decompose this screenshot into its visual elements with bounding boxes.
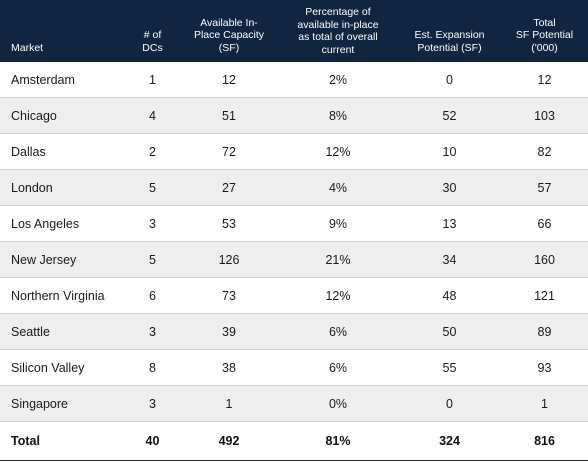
table-body: Amsterdam 1 12 2% 0 12 Chicago 4 51 8% 52 103 Dallas… (0, 62, 588, 422)
total-potential-cell: 93 (501, 349, 588, 386)
dcs-cell: 1 (125, 62, 180, 98)
available-capacity-cell: 72 (180, 133, 278, 170)
available-capacity-cell: 53 (180, 205, 278, 242)
dcs-cell: 4 (125, 97, 180, 134)
percentage-cell: 6% (278, 313, 398, 350)
percentage-cell: 2% (278, 62, 398, 98)
table-row: London 5 27 4% 30 57 (0, 169, 588, 206)
available-capacity-cell: 38 (180, 349, 278, 386)
market-cell: Northern Virginia (0, 277, 125, 314)
dcs-cell: 2 (125, 133, 180, 170)
total-row: Total 40 492 81% 324 816 (0, 421, 588, 461)
total-potential-cell: 160 (501, 241, 588, 278)
expansion-potential-cell: 52 (398, 97, 501, 134)
column-header-percentage: Percentage of available in-place as tota… (297, 6, 379, 56)
percentage-cell: 4% (278, 169, 398, 206)
market-cell: Los Angeles (0, 205, 125, 242)
available-capacity-cell: 126 (180, 241, 278, 278)
market-cell: Silicon Valley (0, 349, 125, 386)
table-row: New Jersey 5 126 21% 34 160 (0, 241, 588, 278)
total-potential-cell: 82 (501, 133, 588, 170)
expansion-potential-cell: 48 (398, 277, 501, 314)
table-row: Los Angeles 3 53 9% 13 66 (0, 205, 588, 242)
column-header-dcs: # of DCs (142, 29, 163, 54)
dcs-cell: 3 (125, 385, 180, 422)
market-cell: Seattle (0, 313, 125, 350)
expansion-potential-cell: 34 (398, 241, 501, 278)
percentage-cell: 8% (278, 97, 398, 134)
header-row: Market # of DCs Available In- Place Capa… (0, 0, 588, 62)
total-percentage: 81% (278, 421, 398, 461)
percentage-cell: 12% (278, 277, 398, 314)
expansion-potential-cell: 0 (398, 385, 501, 422)
column-header-total-potential: Total SF Potential ('000) (515, 16, 574, 54)
total-potential-cell: 12 (501, 62, 588, 98)
total-label: Total (0, 421, 125, 461)
table-row: Seattle 3 39 6% 50 89 (0, 313, 588, 350)
expansion-potential-cell: 30 (398, 169, 501, 206)
percentage-cell: 12% (278, 133, 398, 170)
market-cell: New Jersey (0, 241, 125, 278)
table-row: Silicon Valley 8 38 6% 55 93 (0, 349, 588, 386)
market-cell: Dallas (0, 133, 125, 170)
total-potential-cell: 103 (501, 97, 588, 134)
total-available-capacity: 492 (180, 421, 278, 461)
table-row: Amsterdam 1 12 2% 0 12 (0, 62, 588, 98)
percentage-cell: 6% (278, 349, 398, 386)
percentage-cell: 0% (278, 385, 398, 422)
dcs-cell: 6 (125, 277, 180, 314)
column-header-available-capacity: Available In- Place Capacity (SF) (193, 16, 265, 54)
total-potential-cell: 1 (501, 385, 588, 422)
dcs-cell: 8 (125, 349, 180, 386)
market-cell: Chicago (0, 97, 125, 134)
total-potential-cell: 66 (501, 205, 588, 242)
available-capacity-cell: 39 (180, 313, 278, 350)
table-row: Singapore 3 1 0% 0 1 (0, 385, 588, 422)
expansion-potential-cell: 50 (398, 313, 501, 350)
total-potential-cell: 57 (501, 169, 588, 206)
dcs-cell: 3 (125, 205, 180, 242)
total-sf-potential: 816 (501, 421, 588, 461)
percentage-cell: 9% (278, 205, 398, 242)
table-row: Dallas 2 72 12% 10 82 (0, 133, 588, 170)
total-potential-cell: 89 (501, 313, 588, 350)
table-row: Northern Virginia 6 73 12% 48 121 (0, 277, 588, 314)
percentage-cell: 21% (278, 241, 398, 278)
market-cell: Singapore (0, 385, 125, 422)
column-header-expansion-potential: Est. Expansion Potential (SF) (414, 29, 485, 54)
available-capacity-cell: 27 (180, 169, 278, 206)
dcs-cell: 3 (125, 313, 180, 350)
total-dcs: 40 (125, 421, 180, 461)
expansion-potential-cell: 0 (398, 62, 501, 98)
available-capacity-cell: 51 (180, 97, 278, 134)
table-row: Chicago 4 51 8% 52 103 (0, 97, 588, 134)
dcs-cell: 5 (125, 241, 180, 278)
total-expansion-potential: 324 (398, 421, 501, 461)
expansion-potential-cell: 10 (398, 133, 501, 170)
column-header-market: Market (11, 41, 44, 54)
available-capacity-cell: 73 (180, 277, 278, 314)
market-cell: Amsterdam (0, 62, 125, 98)
expansion-potential-cell: 55 (398, 349, 501, 386)
dcs-cell: 5 (125, 169, 180, 206)
total-potential-cell: 121 (501, 277, 588, 314)
expansion-potential-cell: 13 (398, 205, 501, 242)
market-cell: London (0, 169, 125, 206)
available-capacity-cell: 12 (180, 62, 278, 98)
available-capacity-cell: 1 (180, 385, 278, 422)
